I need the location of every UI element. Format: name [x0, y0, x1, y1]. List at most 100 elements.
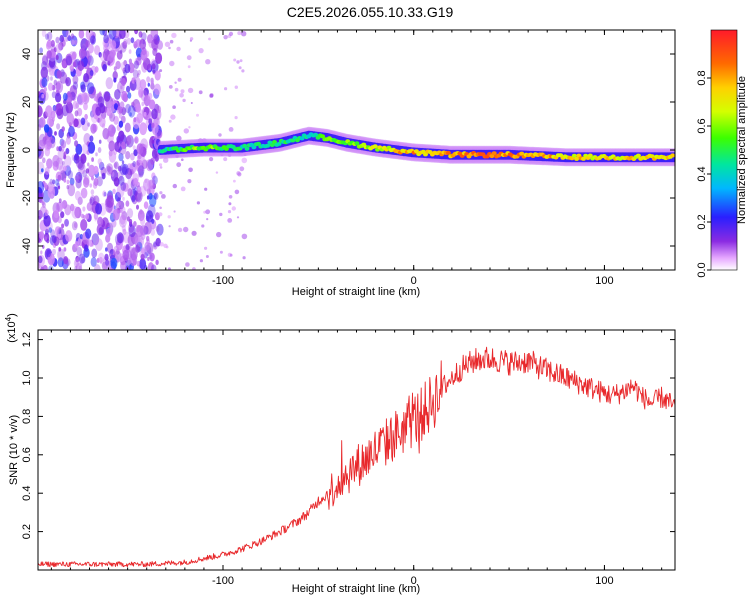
noise-blob — [119, 163, 127, 176]
noise-blob — [169, 39, 174, 44]
noise-blob — [136, 73, 140, 78]
noise-blob — [158, 163, 163, 167]
snr-ytick-label: 1.0 — [21, 370, 33, 385]
noise-blob — [42, 264, 48, 270]
noise-blob — [50, 76, 53, 81]
noise-blob — [97, 96, 105, 108]
noise-blob — [91, 248, 98, 258]
noise-blob — [99, 30, 106, 36]
noise-blob — [136, 235, 144, 248]
noise-blob — [227, 218, 233, 223]
noise-blob — [88, 43, 94, 54]
noise-blob — [105, 163, 114, 176]
noise-blob — [57, 248, 65, 261]
noise-blob — [59, 165, 64, 174]
noise-blob — [119, 215, 126, 225]
noise-blob — [174, 87, 179, 92]
ridge-core — [354, 141, 360, 146]
noise-blob — [71, 206, 80, 219]
noise-blob — [176, 46, 181, 52]
noise-blob — [98, 161, 105, 171]
noise-blob — [90, 257, 97, 267]
noise-blob — [150, 30, 159, 40]
noise-blob — [74, 174, 80, 183]
noise-blob — [65, 55, 72, 66]
noise-blob — [128, 218, 133, 225]
noise-blob — [45, 228, 49, 235]
noise-blob — [112, 208, 120, 221]
noise-blob — [48, 82, 54, 92]
noise-blob — [126, 85, 131, 93]
noise-blob — [219, 250, 223, 254]
noise-blob — [143, 252, 148, 259]
noise-blob — [155, 259, 159, 265]
spectrogram-ytick-label: -40 — [21, 238, 33, 254]
snr-multiplier-base: (x10 — [6, 321, 18, 342]
noise-blob — [150, 228, 156, 236]
noise-blob — [159, 206, 162, 210]
noise-blob — [55, 54, 59, 61]
noise-blob — [56, 146, 60, 152]
noise-blob — [114, 161, 119, 170]
noise-blob — [93, 177, 99, 187]
noise-blob — [90, 35, 96, 45]
noise-blob — [116, 105, 123, 115]
noise-blob — [122, 93, 129, 103]
noise-blob — [89, 196, 95, 206]
noise-blob — [72, 100, 78, 110]
noise-blob — [82, 43, 86, 50]
noise-blob — [50, 40, 55, 47]
noise-blob — [139, 208, 143, 215]
noise-blob — [68, 126, 75, 137]
noise-blob — [198, 90, 203, 95]
noise-blob — [153, 192, 159, 200]
noise-blob — [138, 173, 141, 178]
noise-blob — [170, 114, 176, 120]
noise-blob — [78, 30, 85, 39]
snr-ytick-label: 0.2 — [21, 524, 33, 539]
noise-blob — [180, 89, 185, 94]
noise-blob — [163, 157, 169, 163]
colorbar-label: Normalized spectral amplitude — [736, 76, 748, 224]
noise-blob — [50, 43, 56, 52]
spectrogram-ylabel: Frequency (Hz) — [5, 112, 17, 188]
noise-blob — [117, 200, 121, 207]
ridge-core — [244, 146, 250, 151]
ridge-core — [635, 153, 641, 158]
noise-blob — [119, 49, 123, 54]
noise-blob — [42, 157, 46, 164]
noise-blob — [205, 209, 211, 215]
noise-blob — [89, 183, 92, 188]
noise-blob — [237, 172, 242, 177]
ridge-core — [242, 143, 248, 148]
noise-blob — [101, 172, 106, 180]
noise-blob — [65, 148, 70, 155]
noise-blob — [234, 85, 238, 89]
noise-blob — [74, 140, 79, 147]
noise-blob — [63, 151, 67, 156]
noise-blob — [71, 221, 78, 231]
noise-blob — [61, 104, 69, 117]
noise-blob — [55, 43, 62, 54]
colorbar-axes: 0.0 0.2 0.4 0.6 0.8 — [696, 29, 738, 278]
noise-blob — [38, 262, 41, 270]
noise-blob — [128, 225, 136, 238]
noise-blob — [125, 200, 130, 207]
noise-blob — [127, 105, 136, 118]
noise-blob — [58, 247, 61, 252]
noise-blob — [151, 122, 155, 129]
noise-blob — [130, 247, 138, 261]
noise-blob — [168, 225, 171, 228]
noise-blob — [146, 235, 150, 242]
noise-blob — [171, 32, 177, 39]
noise-blob — [101, 217, 109, 230]
noise-blob — [51, 91, 57, 99]
noise-blob — [97, 158, 103, 166]
noise-blob — [98, 252, 105, 263]
noise-blob — [130, 152, 135, 161]
noise-blob — [183, 128, 189, 134]
noise-blob — [168, 85, 173, 89]
noise-blob — [80, 153, 87, 164]
noise-blob — [53, 79, 58, 86]
noise-blob — [41, 30, 47, 37]
